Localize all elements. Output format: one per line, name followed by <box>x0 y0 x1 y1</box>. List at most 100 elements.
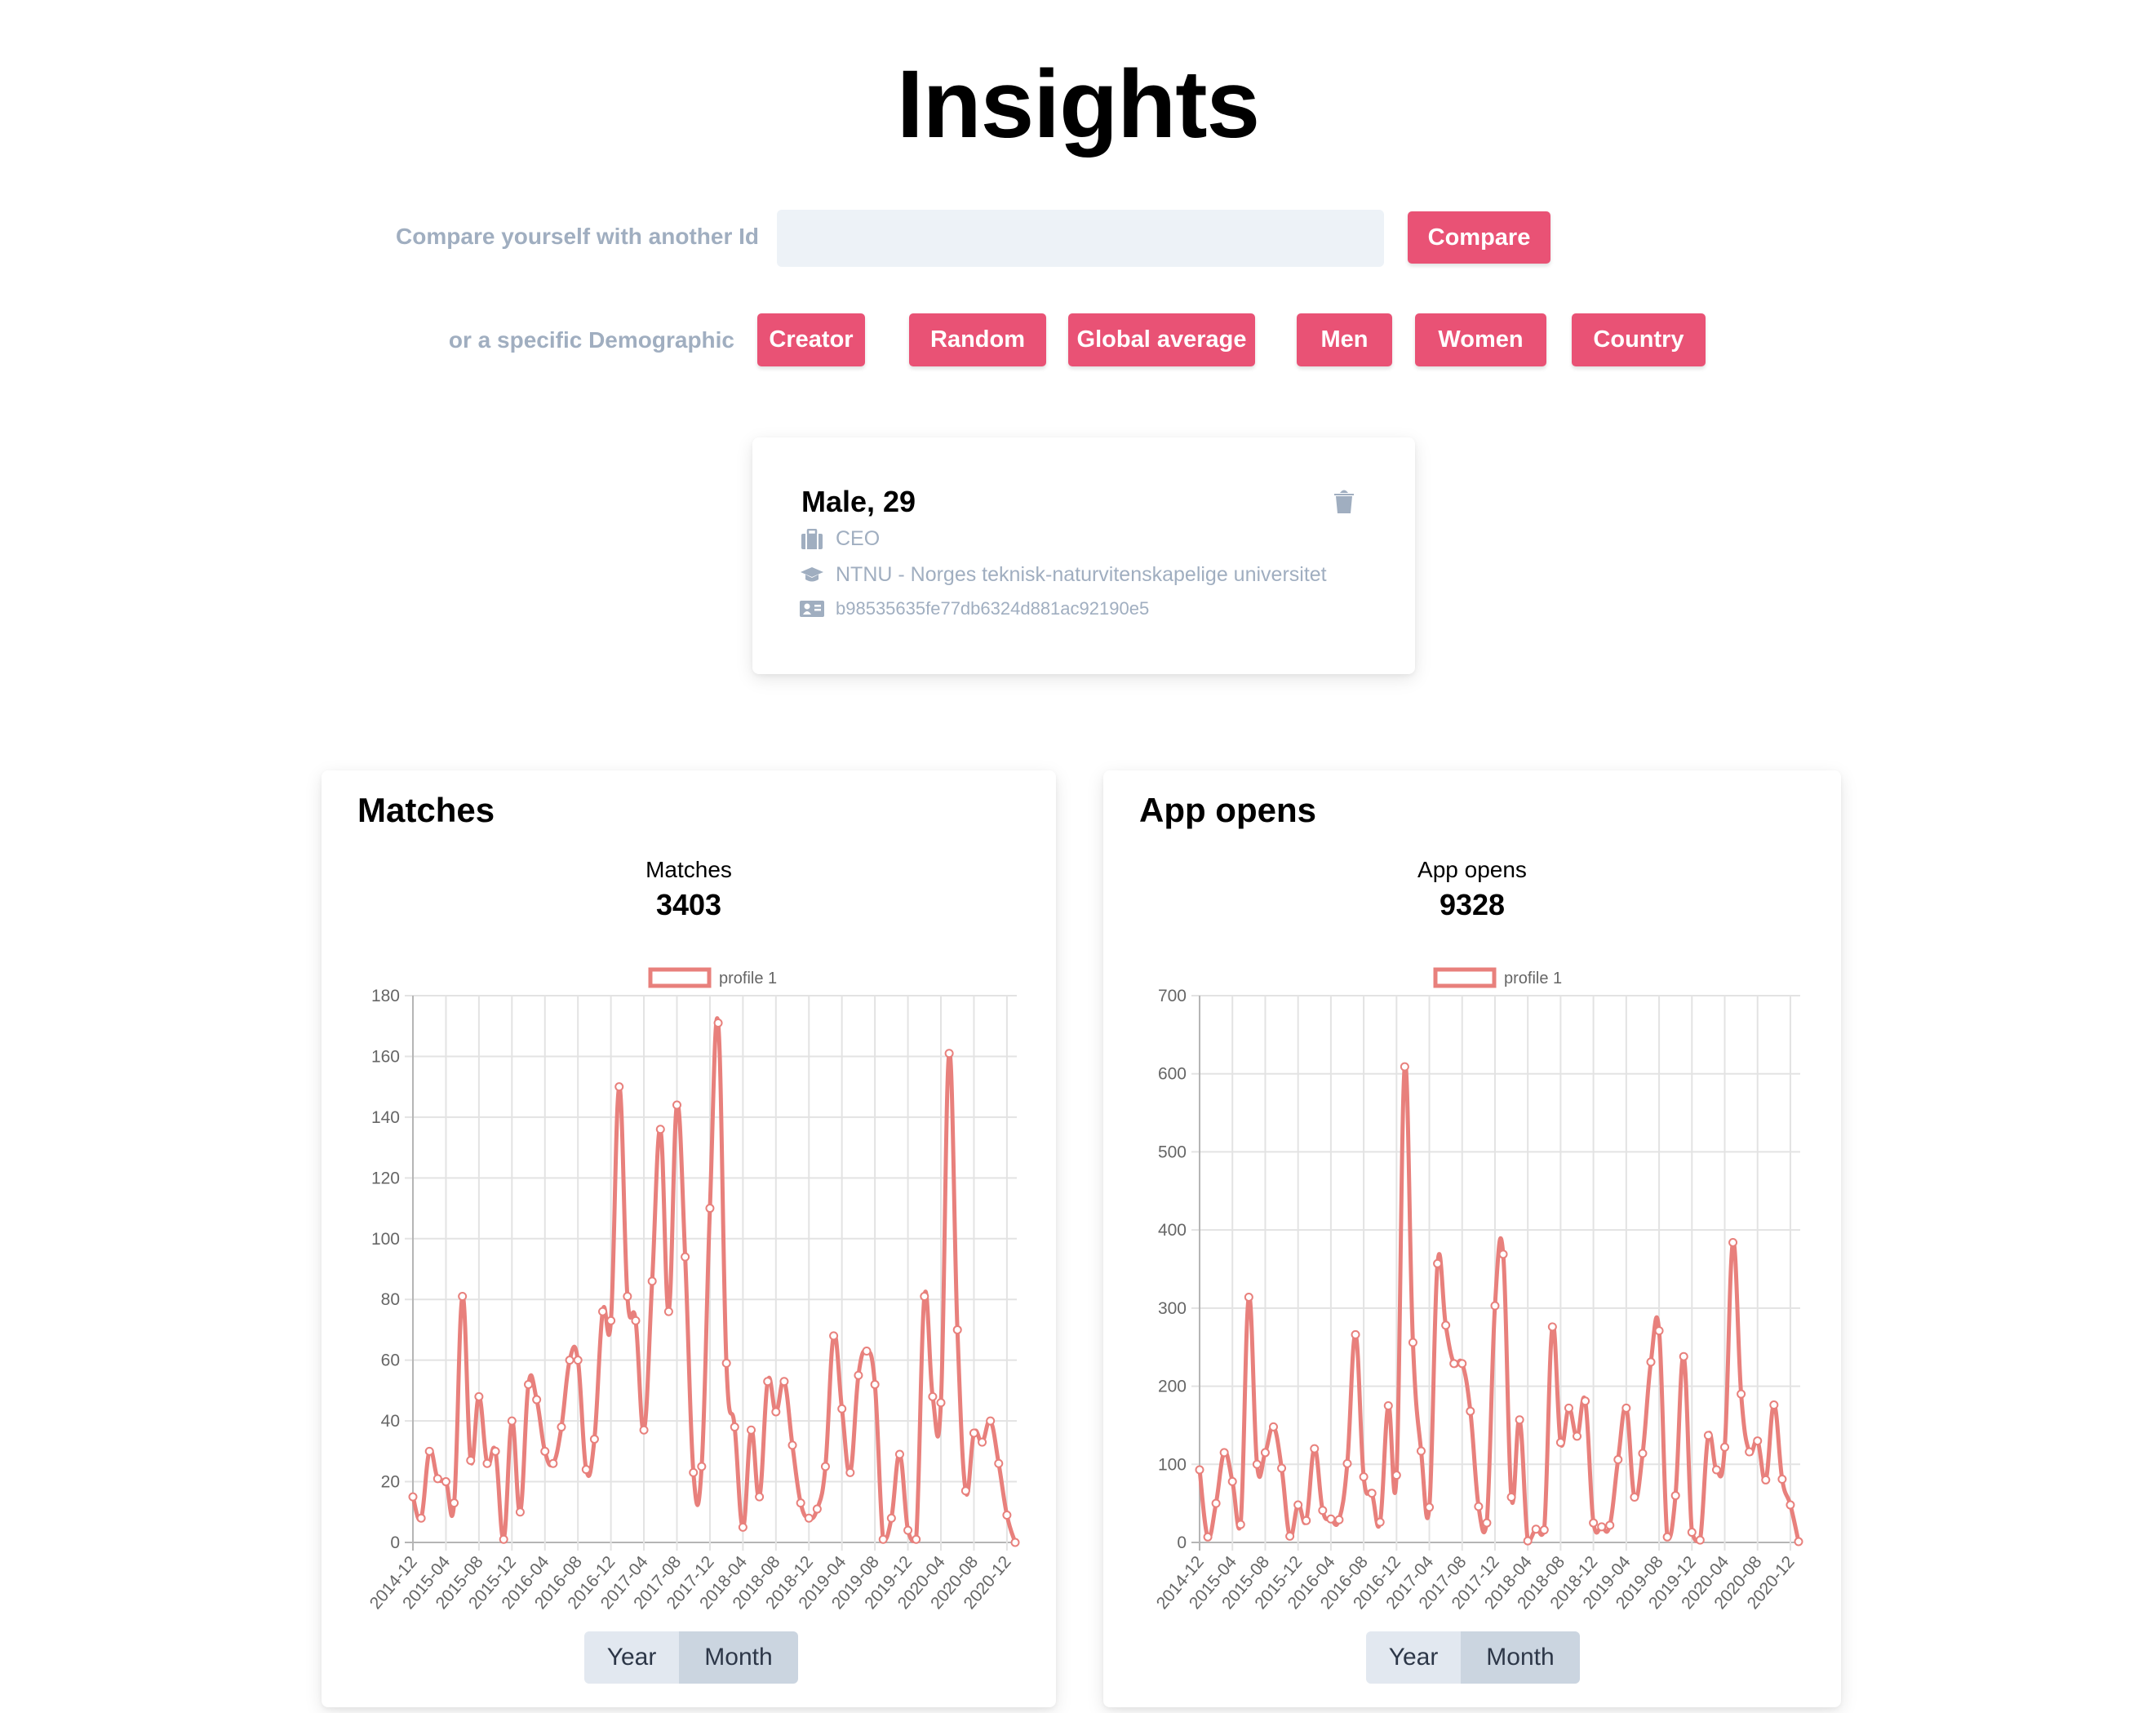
demographic-country-button[interactable]: Country <box>1572 313 1706 366</box>
data-point[interactable] <box>1703 1431 1713 1440</box>
legend-swatch[interactable] <box>1433 967 1497 988</box>
data-point[interactable] <box>1498 1249 1508 1259</box>
demographic-creator-button[interactable]: Creator <box>757 313 865 366</box>
data-point[interactable] <box>1605 1520 1615 1530</box>
data-point[interactable] <box>1293 1500 1303 1510</box>
data-point[interactable] <box>655 1125 665 1134</box>
data-point[interactable] <box>499 1534 508 1544</box>
data-point[interactable] <box>1219 1448 1229 1458</box>
data-point[interactable] <box>730 1422 739 1432</box>
data-point[interactable] <box>697 1462 707 1471</box>
data-point[interactable] <box>1474 1502 1484 1511</box>
data-point[interactable] <box>1745 1447 1755 1457</box>
data-point[interactable] <box>1334 1515 1344 1524</box>
data-point[interactable] <box>1268 1422 1278 1431</box>
data-point[interactable] <box>540 1446 550 1456</box>
data-point[interactable] <box>408 1492 418 1502</box>
data-point[interactable] <box>1391 1471 1401 1480</box>
data-point[interactable] <box>681 1252 690 1262</box>
data-point[interactable] <box>870 1379 880 1389</box>
data-point[interactable] <box>1351 1329 1360 1339</box>
data-point[interactable] <box>854 1370 863 1380</box>
data-point[interactable] <box>1564 1403 1573 1413</box>
data-point[interactable] <box>804 1513 814 1523</box>
data-point[interactable] <box>878 1534 888 1544</box>
year-toggle-button[interactable]: Year <box>1366 1631 1461 1684</box>
data-point[interactable] <box>565 1356 574 1365</box>
data-point[interactable] <box>1769 1400 1779 1410</box>
data-point[interactable] <box>1211 1498 1221 1508</box>
data-point[interactable] <box>639 1425 649 1435</box>
data-point[interactable] <box>705 1204 715 1214</box>
data-point[interactable] <box>820 1462 830 1471</box>
demographic-men-button[interactable]: Men <box>1297 313 1392 366</box>
data-point[interactable] <box>474 1391 484 1401</box>
data-point[interactable] <box>581 1465 591 1475</box>
data-point[interactable] <box>960 1486 970 1496</box>
matches-line-chart[interactable]: profile 10204060801001201401601802014-12… <box>322 770 1056 1635</box>
legend-swatch[interactable] <box>648 967 712 988</box>
data-point[interactable] <box>557 1422 566 1432</box>
data-point[interactable] <box>1441 1320 1451 1330</box>
data-point[interactable] <box>424 1446 434 1456</box>
data-point[interactable] <box>1244 1292 1253 1302</box>
data-point[interactable] <box>1482 1518 1492 1528</box>
data-point[interactable] <box>787 1440 797 1450</box>
data-point[interactable] <box>1794 1537 1803 1547</box>
data-point[interactable] <box>763 1377 773 1387</box>
data-point[interactable] <box>721 1358 731 1368</box>
data-point[interactable] <box>1547 1322 1557 1332</box>
data-point[interactable] <box>1573 1431 1582 1441</box>
data-point[interactable] <box>1375 1517 1385 1527</box>
data-point[interactable] <box>606 1316 616 1325</box>
data-point[interactable] <box>1687 1528 1697 1538</box>
data-point[interactable] <box>928 1391 938 1401</box>
data-point[interactable] <box>589 1434 599 1444</box>
data-point[interactable] <box>598 1307 608 1316</box>
data-point[interactable] <box>1728 1237 1738 1247</box>
data-point[interactable] <box>837 1404 847 1413</box>
compare-button[interactable]: Compare <box>1408 211 1550 264</box>
data-point[interactable] <box>1695 1535 1705 1545</box>
data-point[interactable] <box>1630 1492 1639 1502</box>
data-point[interactable] <box>738 1522 748 1532</box>
demographic-random-button[interactable]: Random <box>909 313 1046 366</box>
data-point[interactable] <box>1010 1538 1020 1547</box>
data-point[interactable] <box>771 1407 781 1417</box>
data-point[interactable] <box>912 1534 921 1544</box>
data-point[interactable] <box>1285 1531 1295 1541</box>
data-point[interactable] <box>862 1347 872 1356</box>
data-point[interactable] <box>450 1498 459 1508</box>
data-point[interactable] <box>524 1379 534 1389</box>
data-point[interactable] <box>1490 1301 1500 1311</box>
data-point[interactable] <box>952 1325 962 1334</box>
data-point[interactable] <box>1416 1446 1426 1456</box>
data-point[interactable] <box>994 1458 1004 1468</box>
data-point[interactable] <box>490 1446 500 1456</box>
data-point[interactable] <box>433 1474 442 1484</box>
data-point[interactable] <box>755 1492 765 1502</box>
legend-label[interactable]: profile 1 <box>719 970 777 987</box>
app-opens-line-chart[interactable]: profile 101002003004005006007002014-1220… <box>1103 770 1841 1635</box>
data-point[interactable] <box>515 1507 525 1517</box>
data-point[interactable] <box>623 1292 632 1301</box>
data-point[interactable] <box>796 1498 805 1508</box>
data-point[interactable] <box>441 1477 450 1487</box>
data-point[interactable] <box>548 1458 558 1468</box>
data-point[interactable] <box>647 1276 657 1286</box>
data-point[interactable] <box>1506 1492 1516 1502</box>
data-point[interactable] <box>1425 1502 1435 1512</box>
data-point[interactable] <box>1753 1436 1763 1446</box>
month-toggle-button[interactable]: Month <box>679 1631 798 1684</box>
data-point[interactable] <box>1654 1326 1664 1336</box>
data-point[interactable] <box>1359 1472 1369 1482</box>
data-point[interactable] <box>886 1513 896 1523</box>
data-point[interactable] <box>1235 1520 1245 1529</box>
data-point[interactable] <box>1679 1351 1688 1361</box>
data-point[interactable] <box>1383 1401 1393 1410</box>
data-point[interactable] <box>936 1398 946 1408</box>
data-point[interactable] <box>944 1049 954 1058</box>
data-point[interactable] <box>812 1504 822 1514</box>
data-point[interactable] <box>845 1467 855 1477</box>
data-point[interactable] <box>689 1467 699 1477</box>
